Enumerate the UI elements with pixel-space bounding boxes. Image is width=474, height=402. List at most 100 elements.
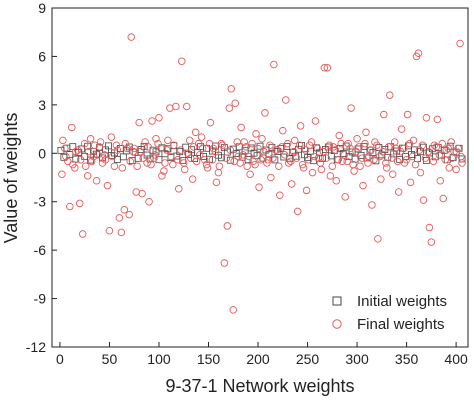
initial-weight-point (235, 143, 243, 151)
initial-weight-point (363, 154, 371, 162)
final-weight-point (353, 135, 361, 143)
initial-weights-series (57, 142, 466, 165)
final-weight-point (358, 154, 366, 162)
final-weight-point (218, 141, 227, 149)
plot-frame (51, 7, 469, 348)
final-weight-point (243, 162, 251, 170)
final-weight-point (148, 117, 156, 125)
final-weight-point (191, 128, 200, 137)
initial-weight-point (66, 151, 74, 158)
final-weight-point (120, 206, 129, 214)
final-weight-point (248, 139, 256, 148)
final-weight-point (115, 214, 124, 222)
final-weight-point (222, 154, 231, 162)
final-weight-point (141, 138, 149, 146)
final-weight-point (432, 143, 441, 151)
final-weight-point (178, 57, 186, 66)
initial-weight-point (212, 142, 219, 150)
final-weight-point (416, 168, 425, 177)
final-weight-point (152, 135, 160, 143)
final-weight-point (425, 223, 434, 232)
final-weight-point (87, 157, 96, 166)
x-axis-title: 9-37-1 Network weights (165, 376, 354, 396)
initial-weight-point (72, 155, 80, 163)
y-tick-label: 9 (38, 0, 46, 16)
final-weight-point (188, 175, 197, 183)
final-weight-point (255, 183, 263, 191)
final-weight-point (441, 155, 449, 164)
final-weight-point (179, 159, 188, 167)
final-weight-point (387, 154, 396, 162)
final-weight-point (433, 115, 442, 124)
final-weight-point (245, 152, 253, 161)
final-weight-point (270, 60, 278, 69)
final-weight-point (380, 110, 388, 119)
final-weight-point (84, 147, 93, 156)
final-weight-point (343, 157, 351, 166)
final-weight-point (377, 175, 385, 183)
final-weight-point (211, 147, 220, 156)
final-weight-point (138, 189, 146, 198)
final-weight-point (75, 199, 84, 208)
final-weight-point (197, 133, 206, 141)
final-weight-point (298, 160, 307, 169)
initial-weight-point (271, 156, 279, 164)
final-weight-point (335, 131, 343, 140)
final-weight-point (172, 102, 180, 111)
final-weight-point (411, 160, 420, 169)
x-tick-label: 400 (444, 351, 468, 367)
y-axis-title: Value of weights (1, 113, 21, 244)
final-weight-point (229, 306, 238, 314)
final-weight-point (346, 144, 354, 153)
final-weight-point (192, 157, 201, 166)
final-weight-point (130, 144, 138, 153)
initial-weight-point (292, 152, 300, 160)
final-weight-point (231, 99, 239, 107)
final-weight-point (66, 202, 74, 211)
final-weight-point (334, 155, 342, 164)
initial-weight-point (57, 146, 65, 154)
y-tick-label: -12 (26, 339, 46, 355)
final-weight-point (69, 160, 77, 169)
final-weight-point (445, 164, 453, 172)
final-weight-point (135, 118, 143, 127)
x-tick-label: 150 (197, 351, 221, 367)
final-weight-point (267, 173, 275, 182)
final-weight-point (223, 222, 232, 230)
final-weight-point (310, 152, 319, 161)
final-weight-point (322, 154, 331, 162)
final-weight-point (58, 170, 66, 179)
final-weight-point (292, 154, 301, 162)
final-weight-point (304, 155, 313, 164)
final-weight-point (328, 162, 337, 170)
final-weight-point (454, 144, 462, 153)
final-weight-point (382, 159, 390, 167)
final-weight-point (385, 143, 393, 151)
final-weight-point (92, 176, 101, 185)
final-weight-point (341, 193, 349, 201)
final-weight-point (316, 159, 325, 167)
final-weight-point (439, 194, 447, 203)
initial-weight-point (446, 142, 454, 150)
final-weight-point (195, 151, 204, 159)
final-weight-point (403, 110, 412, 119)
initial-weight-point (372, 157, 380, 165)
final-weight-point (89, 152, 98, 161)
final-weight-point (308, 168, 317, 177)
final-weight-point (422, 114, 431, 122)
final-weight-point (107, 133, 116, 141)
y-tick-label: -9 (34, 291, 47, 307)
final-weight-point (379, 147, 387, 156)
final-weight-point (177, 146, 185, 154)
final-weight-point (281, 151, 289, 159)
final-weight-point (325, 141, 334, 149)
x-tick-label: 250 (296, 351, 320, 367)
final-weight-point (143, 159, 151, 167)
final-weight-point (289, 147, 298, 156)
final-weight-point (121, 139, 130, 148)
final-weight-point (139, 154, 147, 162)
final-weight-point (203, 164, 212, 172)
final-weight-point (167, 152, 175, 161)
final-weight-point (252, 130, 260, 138)
final-weight-point (442, 146, 450, 154)
